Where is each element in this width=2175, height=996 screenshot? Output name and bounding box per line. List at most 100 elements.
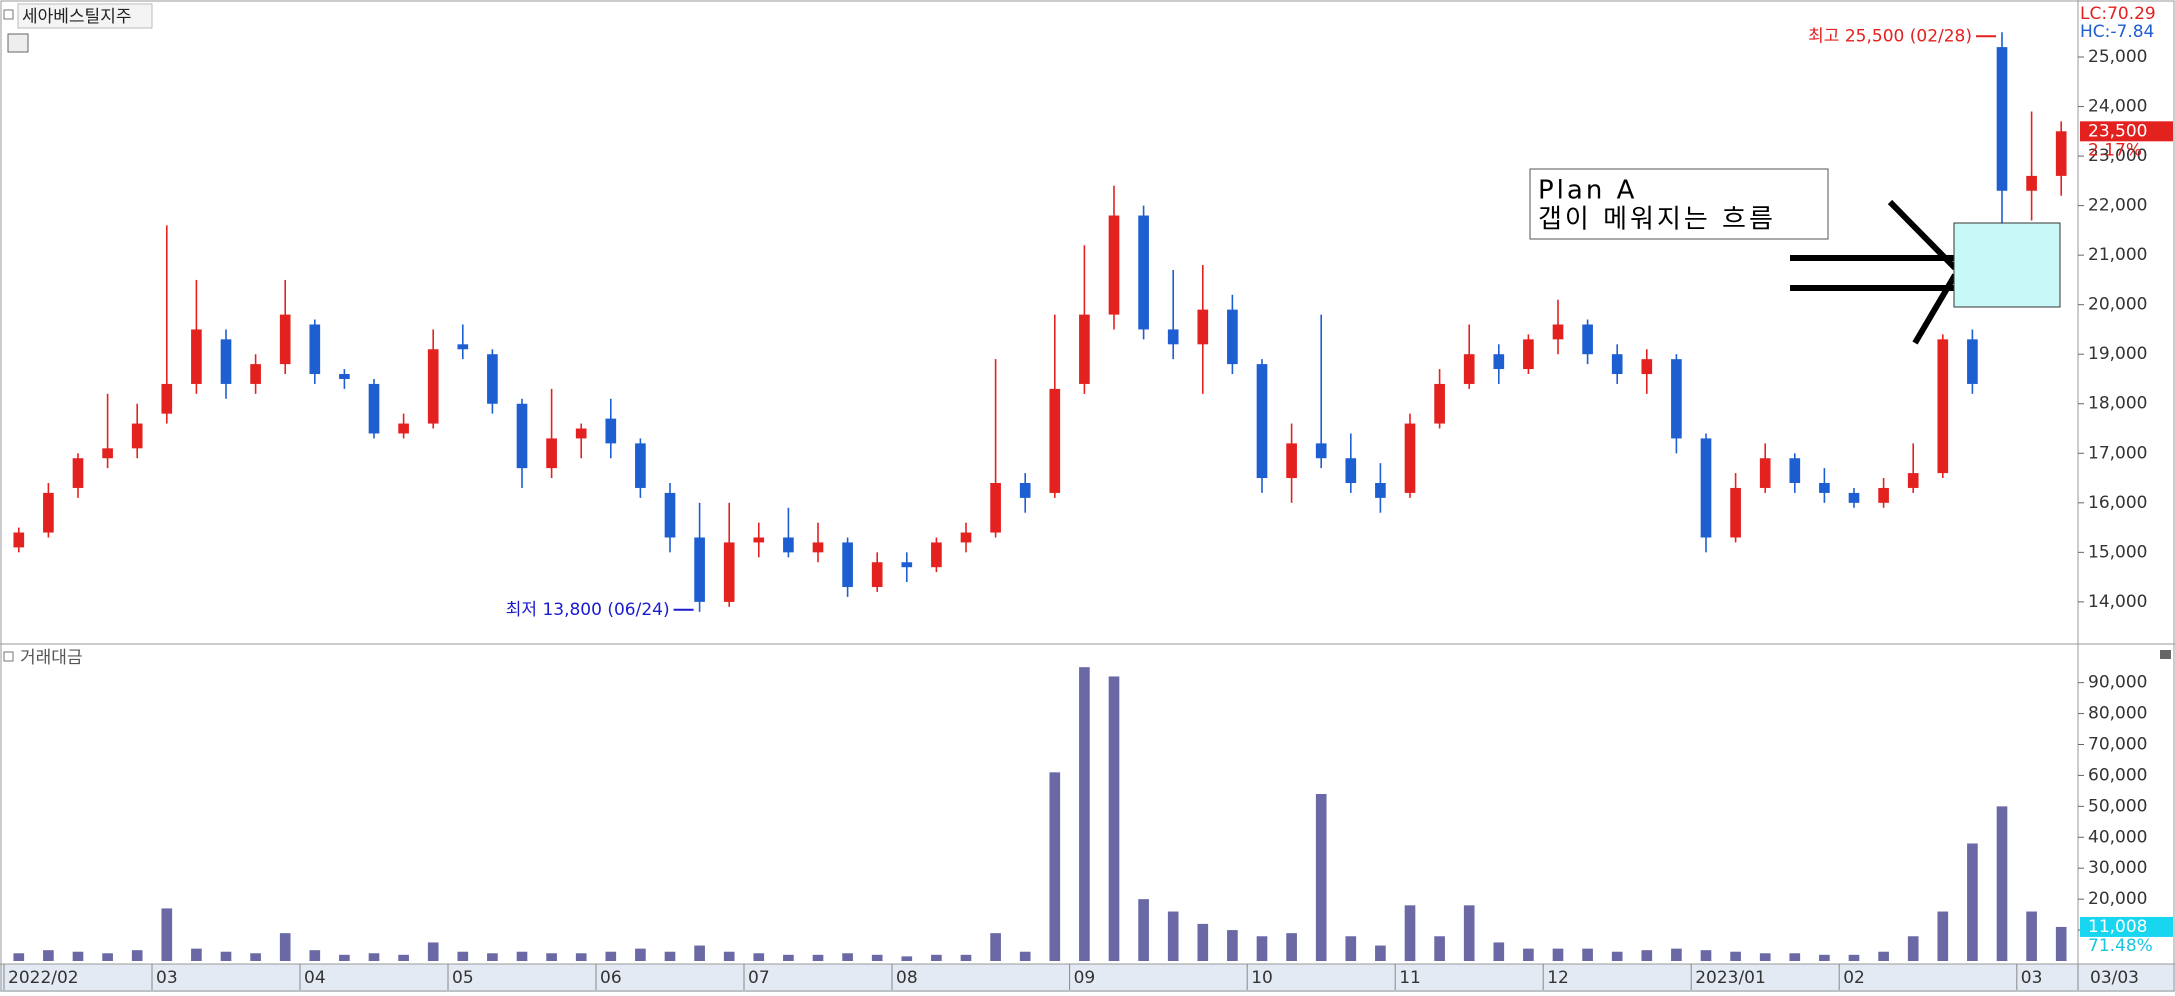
volume-bar <box>161 908 173 961</box>
x-tick-label: 06 <box>600 968 622 988</box>
volume-bar <box>1108 676 1120 961</box>
x-tick-label: 03 <box>156 968 178 988</box>
candle-body <box>1404 423 1416 493</box>
candle-body <box>1967 339 1978 384</box>
volume-bar <box>1611 951 1623 961</box>
candle-body <box>309 324 321 375</box>
max-label: 최고 25,500 (02/28) <box>1808 26 1972 46</box>
candle-body <box>1730 487 1741 538</box>
y-tick-label: 40,000 <box>2088 827 2147 847</box>
volume-bar <box>250 953 261 961</box>
candle-body <box>102 448 113 459</box>
candle-body <box>1286 443 1297 479</box>
y-tick-label: 14,000 <box>2088 592 2147 612</box>
volume-bar <box>1315 793 1327 961</box>
volume-bar <box>13 953 25 961</box>
candle-body <box>516 403 528 469</box>
candle-body <box>487 354 498 404</box>
y-tick-label: 20,000 <box>2088 889 2147 909</box>
candle-body <box>931 542 942 568</box>
volume-bar <box>931 954 942 961</box>
volume-bar <box>901 956 913 961</box>
volume-bar <box>1138 899 1149 961</box>
candle-body <box>339 374 350 379</box>
x-tick-label: 09 <box>1074 968 1096 988</box>
volume-bar <box>1552 948 1564 961</box>
chart-title: 세아베스틸지주 <box>22 7 131 27</box>
candle-body <box>1256 364 1268 479</box>
note-text: 갭이 메워지는 흐름 <box>1538 205 1776 235</box>
volume-bar <box>1907 936 1919 961</box>
candle-body <box>161 383 173 414</box>
candle-body <box>427 349 439 424</box>
volume-bar <box>1996 806 2008 961</box>
gap-box <box>1953 222 2061 308</box>
volume-bar <box>723 951 735 961</box>
note-box <box>1529 168 1829 240</box>
candle-body <box>191 329 202 384</box>
volume-bar <box>1197 923 1209 961</box>
candle-body <box>1493 354 1505 370</box>
volume-bar <box>842 953 853 961</box>
candle-body <box>960 532 972 543</box>
x-axis-strip <box>0 964 2175 992</box>
volume-bar <box>1582 948 1593 961</box>
volume-bar <box>694 945 705 961</box>
volume-bar <box>1848 954 1860 961</box>
candle-body <box>368 383 380 434</box>
volume-bar <box>753 953 765 961</box>
candle-body <box>694 537 705 602</box>
volume-bar <box>368 953 380 961</box>
candle-body <box>1759 458 1771 488</box>
arrow-drawing <box>1790 199 1958 345</box>
y-tick-label: 16,000 <box>2088 493 2147 513</box>
volume-bar <box>1641 950 1653 961</box>
volume-bar <box>1671 948 1682 961</box>
x-tick-label: 08 <box>896 968 918 988</box>
volume-bar <box>279 933 291 961</box>
candle-body <box>664 492 676 538</box>
candle-body <box>1611 354 1623 375</box>
y-tick-label: 60,000 <box>2088 765 2147 785</box>
y-tick-label: 80,000 <box>2088 704 2147 724</box>
panel-icon[interactable] <box>3 651 14 662</box>
x-tick-label: 05 <box>452 968 474 988</box>
volume-bar <box>575 953 587 961</box>
panel-icon[interactable] <box>3 9 14 20</box>
volume-bar <box>1286 933 1297 961</box>
last-volume-label: 11,008 <box>2088 917 2147 937</box>
volume-bar <box>1730 951 1741 961</box>
volume-bar <box>131 950 143 961</box>
y-tick-label: 15,000 <box>2088 542 2147 562</box>
table-icon[interactable] <box>7 33 29 53</box>
volume-bar <box>1789 953 1801 961</box>
volume-bar <box>1937 911 1949 961</box>
volume-bar <box>2026 911 2037 961</box>
y-tick-label: 18,000 <box>2088 394 2147 414</box>
volume-bar <box>398 954 409 961</box>
candle-body <box>1552 324 1564 340</box>
x-tick-label: 2023/01 <box>1695 968 1766 988</box>
candle-body <box>2055 131 2067 176</box>
candle-body <box>1641 359 1653 375</box>
volume-bar <box>1404 905 1416 961</box>
x-tick-label: 10 <box>1251 968 1273 988</box>
candle-body <box>1996 47 2008 191</box>
last-price-box <box>2080 121 2173 142</box>
candle-body <box>13 532 25 548</box>
candle-body <box>871 562 883 588</box>
volume-title: 거래대금 <box>20 648 83 668</box>
volume-bar <box>1523 948 1534 961</box>
volume-bar <box>1019 951 1031 961</box>
volume-bar <box>516 951 528 961</box>
panel-button[interactable] <box>2160 650 2171 659</box>
indicator-hc: HC:-7.84 <box>2080 22 2154 42</box>
candle-body <box>250 364 261 384</box>
volume-bar <box>960 954 972 961</box>
volume-bar <box>1819 954 1830 961</box>
y-tick-label: 20,000 <box>2088 295 2147 315</box>
candle-body <box>1049 388 1061 493</box>
candle-body <box>1079 314 1090 384</box>
